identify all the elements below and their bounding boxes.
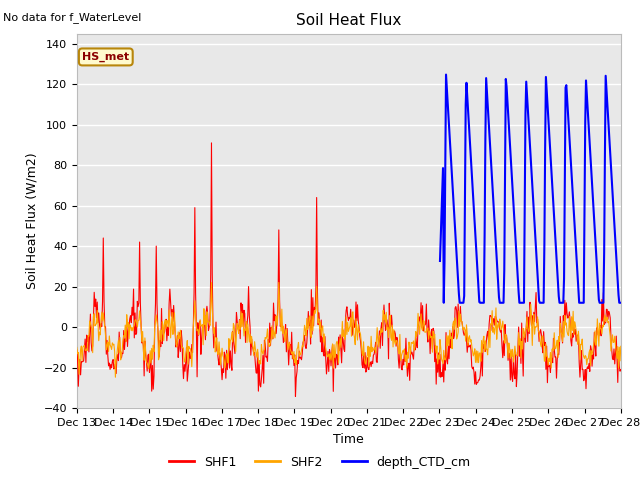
SHF1: [139, 338, 147, 344]
Text: HS_met: HS_met: [82, 52, 129, 62]
Line: SHF2: SHF2: [77, 283, 621, 377]
SHF1: [83, 332, 90, 338]
SHF1: [73, 348, 81, 353]
SHF2: [433, 350, 440, 356]
Text: No data for f_WaterLevel: No data for f_WaterLevel: [3, 12, 141, 23]
SHF1: [433, 381, 440, 387]
Y-axis label: Soil Heat Flux (W/m2): Soil Heat Flux (W/m2): [25, 153, 38, 289]
SHF2: [617, 343, 625, 349]
Legend: SHF1, SHF2, depth_CTD_cm: SHF1, SHF2, depth_CTD_cm: [164, 451, 476, 474]
SHF1: [194, 320, 202, 325]
SHF1: [292, 394, 300, 399]
Title: Soil Heat Flux: Soil Heat Flux: [296, 13, 401, 28]
SHF2: [111, 374, 119, 380]
SHF2: [73, 345, 81, 350]
SHF1: [617, 367, 625, 372]
Line: SHF1: SHF1: [77, 143, 621, 396]
SHF1: [223, 367, 231, 372]
SHF2: [417, 321, 424, 326]
depth_CTD_cm: [617, 300, 625, 306]
SHF2: [195, 332, 202, 338]
SHF2: [224, 360, 232, 366]
SHF2: [83, 346, 90, 352]
SHF2: [207, 280, 215, 286]
SHF1: [417, 318, 424, 324]
SHF2: [140, 348, 147, 353]
SHF1: [207, 140, 215, 146]
X-axis label: Time: Time: [333, 433, 364, 446]
Line: depth_CTD_cm: depth_CTD_cm: [440, 74, 621, 303]
